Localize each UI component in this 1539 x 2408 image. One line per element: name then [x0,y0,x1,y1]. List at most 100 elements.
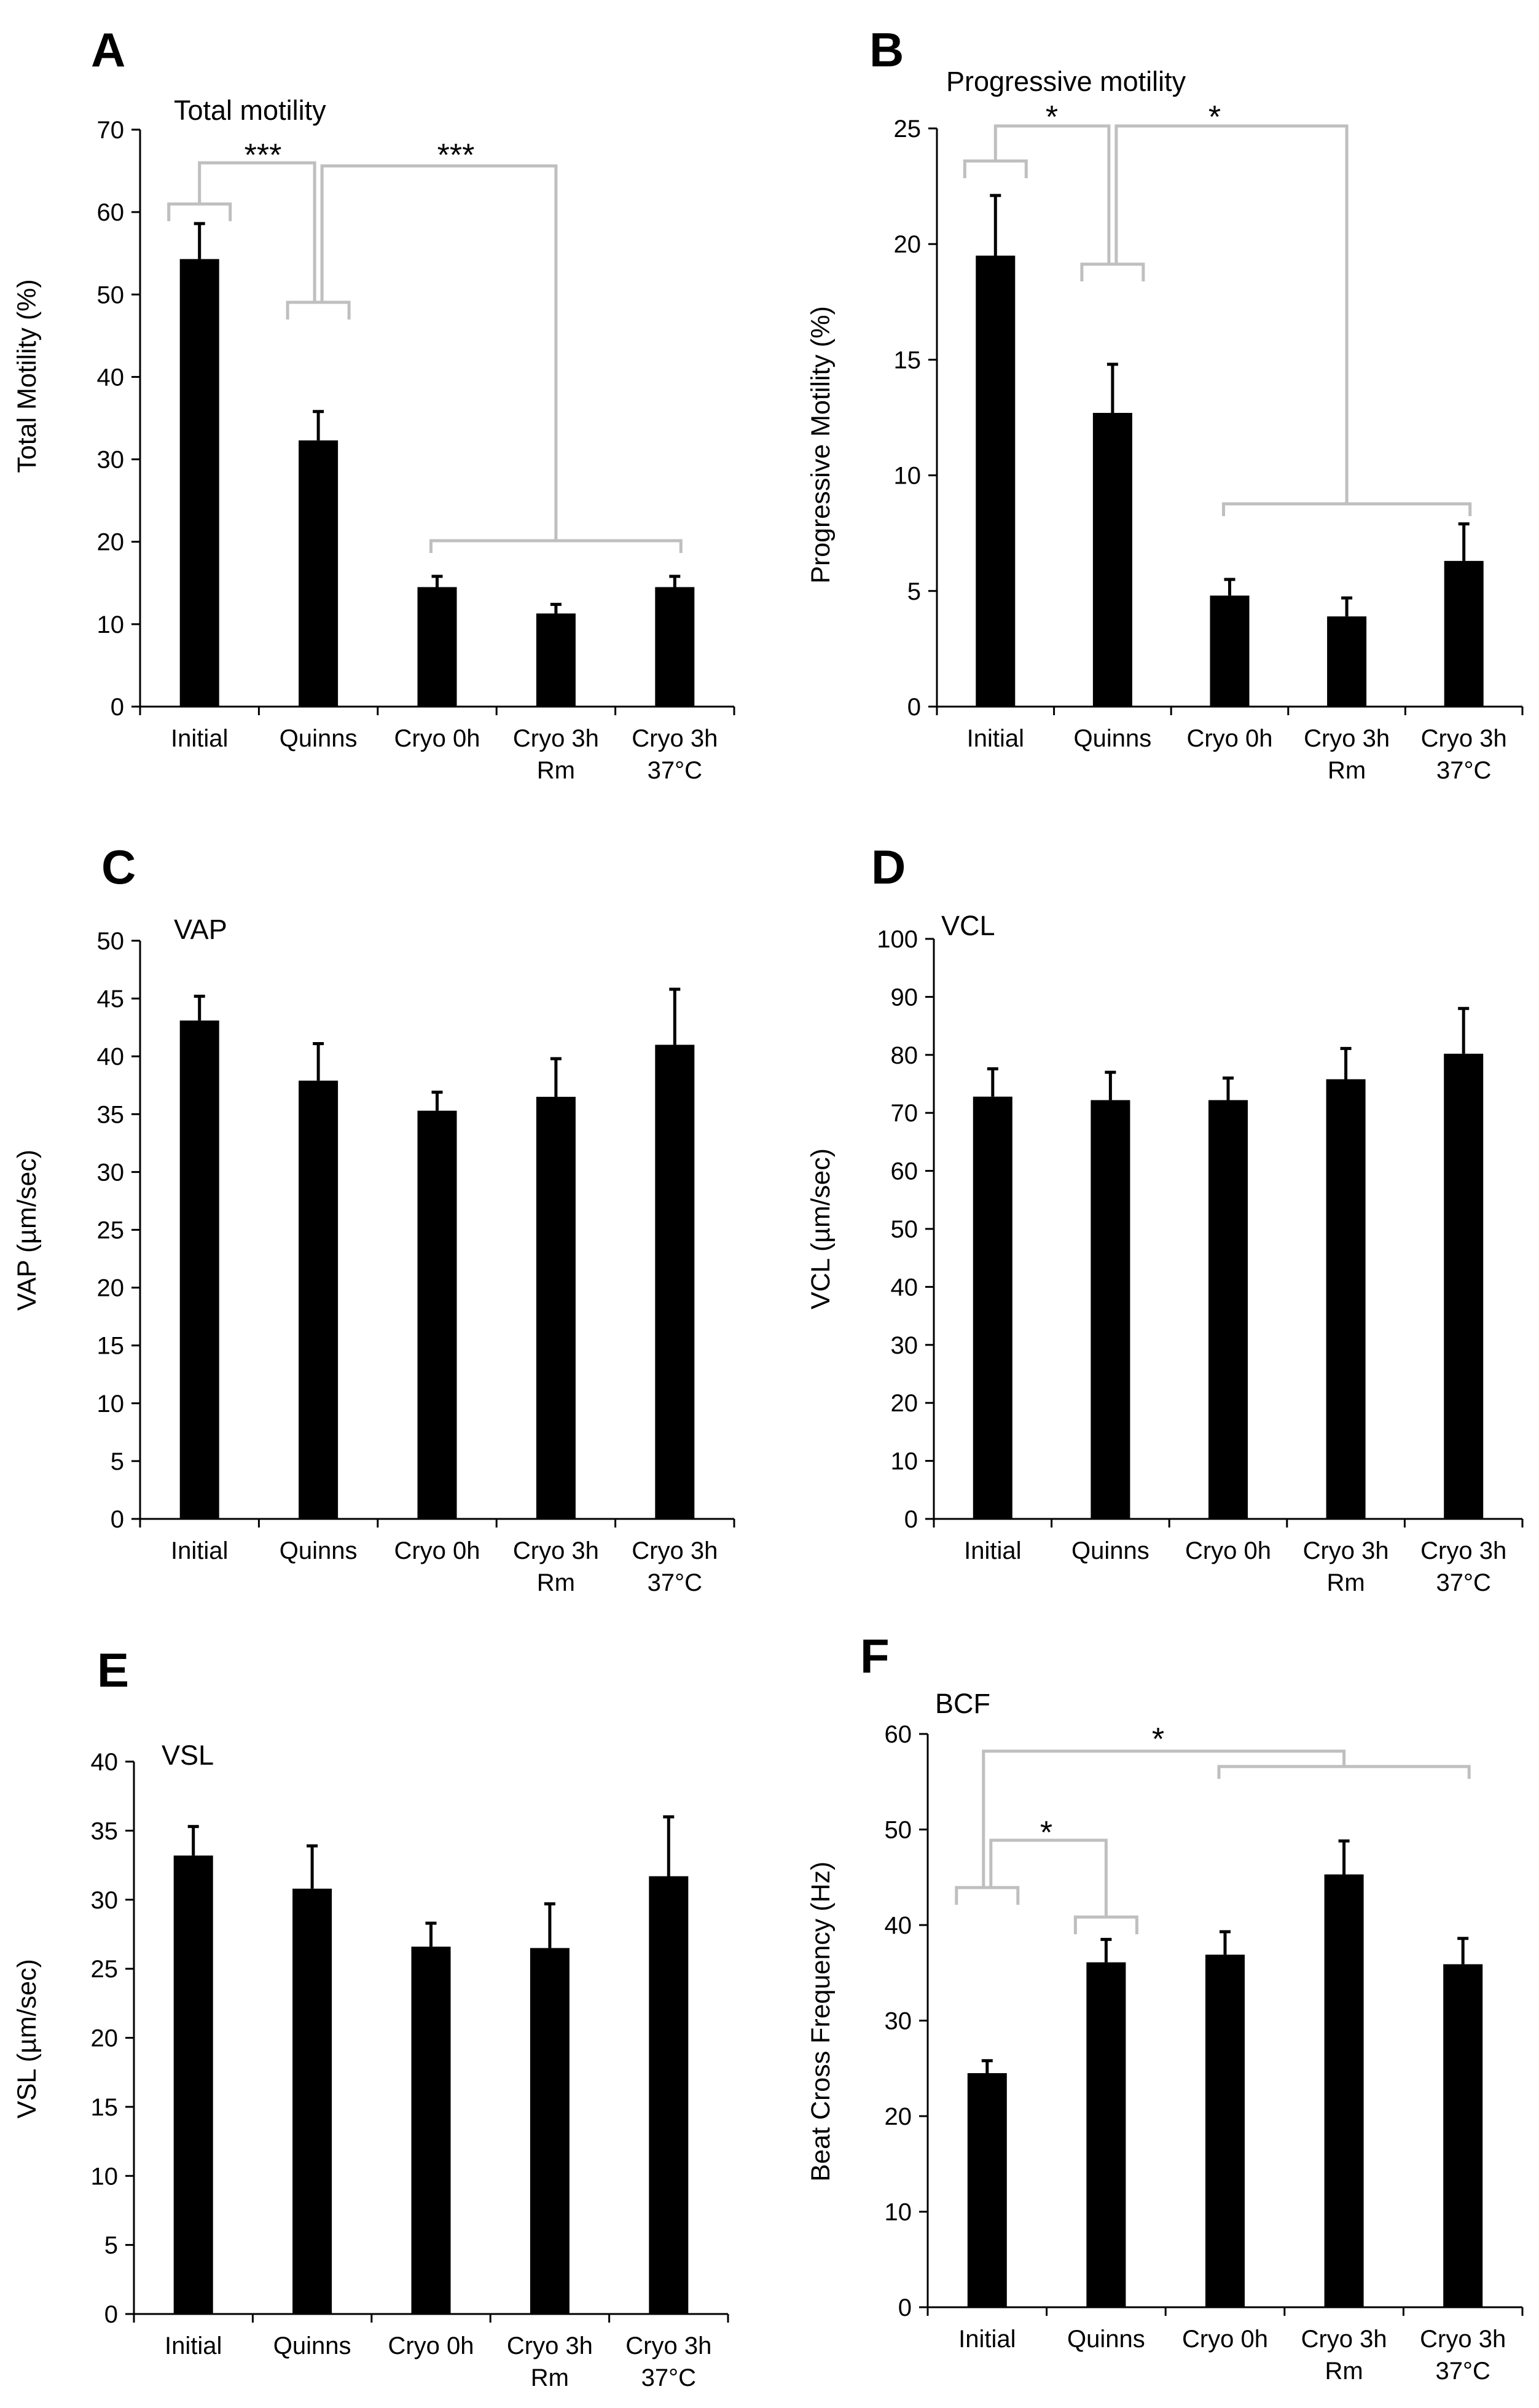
bar [173,1855,213,2314]
y-tick-label: 50 [97,281,125,308]
y-tick-label: 15 [91,2094,119,2121]
x-category-label: Cryo 3h [1420,1537,1506,1564]
y-tick-label: 0 [898,2294,912,2321]
panel-letter: A [91,23,125,77]
bar [1444,560,1484,707]
significance-bracket [198,161,316,302]
x-category-label: Cryo 3h [507,2332,593,2359]
x-category-label: Cryo 0h [394,1537,480,1564]
significance-bracket [1217,1765,1471,1779]
bar [536,1097,576,1519]
panel-a: A Total motility Total Motility (%) 0 10 20 30… [12,23,735,784]
y-tick-label: 30 [97,447,125,474]
x-category-label: Quinns [280,725,358,752]
y-tick-label: 0 [111,694,124,721]
x-category-label: Initial [958,2326,1016,2353]
bar [179,1020,219,1519]
chart-title: BCF [935,1688,990,1719]
y-tick-label: 0 [907,694,921,721]
bar [299,1080,339,1519]
y-tick-label: 0 [904,1506,918,1533]
chart-title: Progressive motility [946,66,1186,97]
y-tick-label: 45 [97,986,125,1013]
y-tick-label: 20 [894,231,922,258]
x-category-label: 37°C [648,1569,702,1596]
significance-bracket [1114,124,1349,504]
x-category-label: Cryo 0h [394,725,480,752]
x-category-label: Initial [967,725,1024,752]
significance-bracket [286,300,351,320]
significance-label: *** [245,138,282,173]
y-tick-label: 50 [97,928,125,955]
y-tick-label: 20 [97,1275,125,1302]
y-tick-label: 50 [885,1817,912,1844]
bar [1092,412,1132,707]
y-tick-label: 30 [885,2008,912,2035]
y-tick-label: 35 [91,1818,119,1845]
x-category-label: Initial [171,1537,228,1564]
panel-letter: C [101,840,136,894]
x-category-label: Rm [1328,757,1366,784]
bar [967,2073,1007,2307]
x-category-label: Cryo 0h [1182,2326,1268,2353]
bar [1210,595,1250,707]
significance-bracket [982,1749,1346,1888]
y-tick-label: 30 [891,1332,918,1359]
panel-b: B Progressive motility Progressive Motilit… [806,23,1524,784]
y-tick-label: 10 [97,1390,125,1418]
y-tick-label: 20 [885,2103,912,2130]
x-category-label: Cryo 0h [1186,725,1272,752]
y-tick-label: 10 [97,611,125,638]
panel-letter: F [860,1629,890,1683]
bar [179,259,219,707]
significance-label: * [1046,100,1058,135]
y-tick-label: 80 [891,1042,918,1069]
y-tick-label: 15 [894,347,922,374]
panel-letter: B [869,23,904,77]
y-tick-label: 40 [97,1043,125,1070]
y-tick-label: 20 [91,2025,119,2052]
bar [1324,1874,1364,2307]
bar [1086,1962,1126,2307]
chart-title: VCL [941,910,995,941]
x-category-label: Cryo 3h [1421,725,1507,752]
panel-c: C VAP VAP (µm/sec) 0 5 10 15 20 25 30 35 40 45 50 Init… [12,840,735,1596]
y-tick-label: 30 [91,1887,119,1914]
y-tick-label: 60 [97,199,125,226]
chart-title: Total motility [174,95,326,126]
bar [1091,1100,1130,1519]
y-tick-label: 100 [877,926,918,953]
x-category-label: Quinns [1067,2326,1145,2353]
y-tick-label: 60 [885,1721,912,1748]
bar [1208,1100,1248,1519]
panel-f: F BCF Beat Cross Frequency (Hz) 0 10 20 30 40 50… [806,1629,1524,2385]
y-tick-label: 10 [891,1448,918,1475]
x-category-label: 37°C [641,2364,696,2391]
x-category-label: Cryo 3h [513,1537,599,1564]
x-category-label: Initial [171,725,228,752]
significance-label: * [1152,1722,1164,1757]
x-category-label: 37°C [648,757,702,784]
bar [417,1110,457,1519]
panel-d: D VCL VCL (µm/sec) 0 10 20 30 40 50 60 70 80 90 100 In… [806,840,1524,1596]
bar [530,1948,570,2314]
x-category-label: 37°C [1436,757,1491,784]
y-tick-label: 25 [91,1956,119,1983]
y-tick-label: 25 [894,116,922,143]
significance-bracket [963,159,1028,178]
y-tick-label: 10 [894,463,922,490]
x-category-label: Cryo 3h [1303,1537,1389,1564]
x-category-label: Quinns [280,1537,358,1564]
y-tick-label: 70 [891,1100,918,1127]
significance-label: * [1208,100,1221,135]
y-tick-label: 15 [97,1333,125,1360]
y-axis-label: VSL (µm/sec) [12,1959,42,2119]
x-category-label: Cryo 3h [1301,2326,1387,2353]
x-category-label: Initial [165,2332,222,2359]
x-category-label: 37°C [1436,1569,1491,1596]
y-tick-label: 40 [91,1749,119,1776]
y-tick-label: 25 [97,1217,125,1244]
x-category-label: Cryo 3h [632,1537,718,1564]
y-tick-label: 70 [97,117,125,144]
